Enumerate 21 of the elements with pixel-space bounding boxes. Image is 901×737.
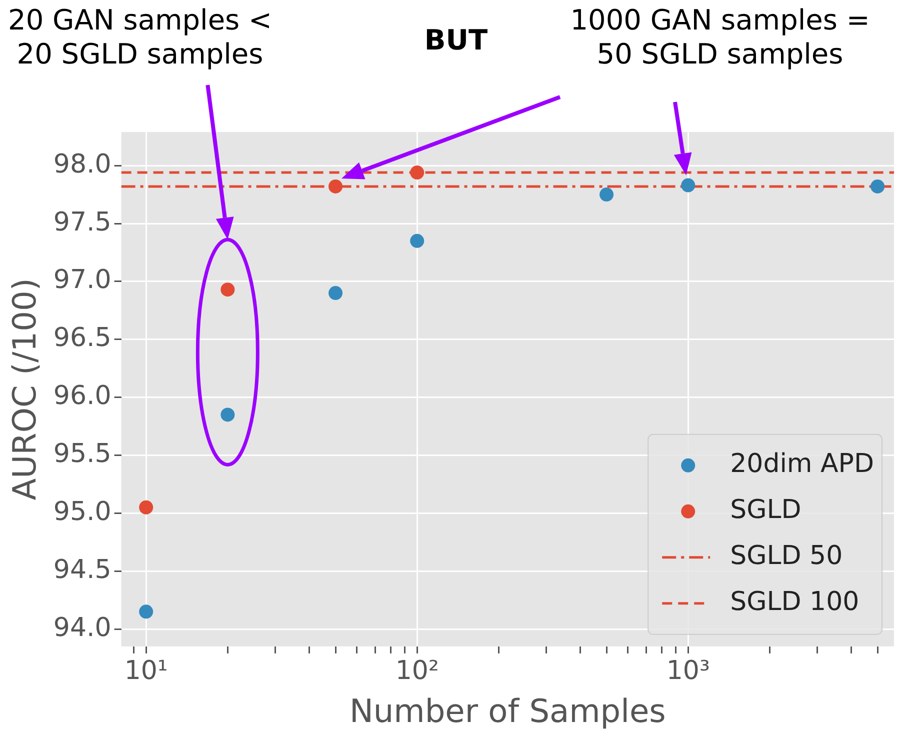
y-tick-label: 96.0 <box>53 381 112 412</box>
x-axis-title: Number of Samples <box>349 692 666 730</box>
x-tick-label: 10¹ <box>124 656 168 686</box>
legend-label: SGLD 50 <box>730 541 843 572</box>
text: 20 GAN samples < 20 SGLD samples <box>8 3 272 70</box>
text: BUT <box>424 23 488 56</box>
y-tick-label: 94.5 <box>53 554 112 585</box>
text: 1000 GAN samples = 50 SGLD samples <box>570 3 870 70</box>
y-tick-label: 98.0 <box>53 149 112 180</box>
legend-label: SGLD <box>730 495 802 526</box>
y-tick-label: 94.0 <box>53 612 112 643</box>
x-tick-label: 10² <box>395 656 439 686</box>
legend-label: 20dim APD <box>730 449 874 480</box>
y-tick-label: 96.5 <box>53 323 112 354</box>
y-tick-label: 95.5 <box>53 438 112 469</box>
y-tick-label: 95.0 <box>53 496 112 527</box>
legend-label: SGLD 100 <box>730 587 860 618</box>
x-tick-label: 10³ <box>666 656 710 686</box>
y-tick-label: 97.5 <box>53 207 112 238</box>
y-tick-label: 97.0 <box>53 265 112 296</box>
y-axis-title: AUROC (/100) <box>6 278 44 500</box>
